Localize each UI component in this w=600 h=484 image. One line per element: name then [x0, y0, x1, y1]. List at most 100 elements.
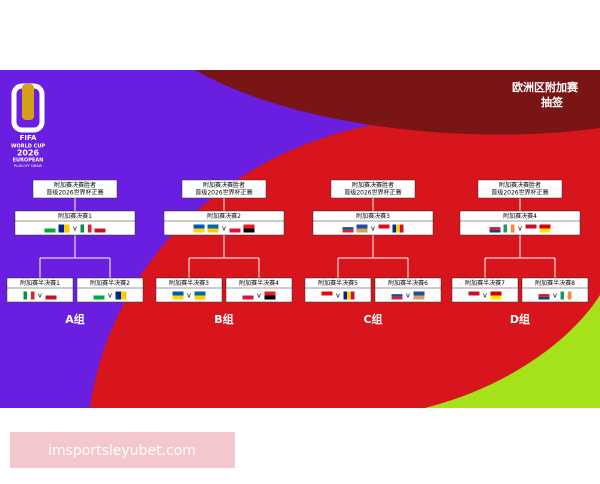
match-header: [451, 277, 519, 289]
bg-red: [90, 118, 600, 408]
logo-line: PLAY-OFF DRAW: [14, 164, 42, 168]
flag: [121, 291, 127, 300]
winner-text: 附加赛决赛胜者: [203, 181, 245, 189]
match-header: [312, 210, 434, 222]
flag: [490, 295, 502, 300]
flag: [490, 291, 502, 296]
flag: [525, 224, 537, 229]
group-name: C组: [363, 312, 382, 326]
versus: v: [257, 292, 261, 300]
flag: [45, 291, 57, 296]
flag: [347, 291, 351, 300]
winner-box: [32, 179, 118, 199]
match-label: 附加赛半决赛4: [239, 279, 279, 287]
flag: [468, 291, 480, 296]
flag: [93, 291, 105, 296]
flag: [567, 291, 572, 300]
versus: v: [371, 225, 375, 233]
match-label: 附加赛半决赛1: [20, 279, 60, 287]
flag: [84, 224, 88, 233]
flag: [207, 224, 219, 229]
flag: [538, 296, 550, 300]
winner-text: 附加赛决赛胜者: [352, 181, 394, 189]
title: 欧洲区附加赛: [512, 80, 579, 94]
flag: [27, 291, 31, 300]
match-header: [521, 277, 589, 289]
versus: v: [483, 292, 487, 300]
flag: [264, 291, 276, 296]
match-header: [14, 210, 136, 222]
match-label: 附加赛半决赛7: [465, 279, 505, 287]
match-label: 附加赛决赛2: [207, 212, 241, 220]
flag: [539, 228, 551, 233]
flag: [264, 295, 276, 300]
flag: [356, 224, 368, 229]
flag: [396, 224, 400, 233]
match-label: 附加赛决赛4: [503, 212, 537, 220]
group-name: A组: [65, 312, 85, 326]
match-label: 附加赛半决赛5: [318, 279, 358, 287]
versus: v: [222, 225, 226, 233]
flag: [243, 228, 255, 233]
flag: [507, 224, 511, 233]
flag: [356, 228, 368, 233]
versus: v: [518, 225, 522, 233]
flag: [510, 224, 515, 233]
flag: [321, 291, 333, 296]
versus: v: [73, 225, 77, 233]
winner-box: [330, 179, 416, 199]
flag: [413, 291, 425, 296]
match-header: [304, 277, 372, 289]
flag: [194, 295, 206, 300]
flag: [342, 229, 354, 233]
flag: [93, 295, 105, 300]
flag: [539, 224, 551, 229]
match-label: 附加赛半决赛2: [90, 279, 130, 287]
flag: [94, 228, 106, 233]
match-header: [6, 277, 74, 289]
flag: [243, 224, 255, 229]
logo: FIFA WORLD CUP 2026 EUROPEAN PLAY-OFF DR…: [11, 83, 45, 168]
logo-year: 2026: [17, 149, 40, 158]
versus: v: [406, 292, 410, 300]
flag: [229, 224, 241, 229]
flag: [58, 224, 64, 233]
flag: [45, 295, 57, 300]
winner-box: [181, 179, 267, 199]
flag: [23, 291, 28, 300]
logo-line: WORLD CUP: [11, 144, 45, 150]
logo-trophy: [22, 84, 34, 120]
flag: [378, 224, 390, 229]
flag: [391, 296, 403, 300]
flag: [538, 291, 550, 295]
flag: [194, 291, 206, 296]
flag: [342, 227, 354, 230]
flag: [350, 291, 355, 300]
flag: [560, 291, 565, 300]
versus: v: [553, 292, 557, 300]
flag: [391, 291, 403, 295]
winner-text: 附加赛决赛胜者: [54, 181, 96, 189]
flag: [44, 228, 56, 233]
flag: [229, 228, 241, 233]
flag: [172, 295, 184, 300]
flag: [503, 224, 508, 233]
flag: [391, 294, 403, 297]
flag: [538, 294, 550, 297]
flag: [489, 227, 501, 230]
group-name: B组: [214, 312, 233, 326]
watermark: imsportsleyubet.com: [48, 443, 196, 459]
winner-text: 晋级2026世界杯正赛: [491, 189, 548, 197]
match-header: [163, 210, 285, 222]
match-header: [155, 277, 223, 289]
flag: [242, 291, 254, 296]
match-header: [459, 210, 581, 222]
versus: v: [108, 292, 112, 300]
watermark-box: [10, 432, 235, 468]
logo-line: EUROPEAN: [13, 158, 44, 164]
match-header: [374, 277, 442, 289]
winner-text: 晋级2026世界杯正赛: [344, 189, 401, 197]
flag: [172, 291, 184, 296]
winner-text: 附加赛决赛胜者: [499, 181, 541, 189]
